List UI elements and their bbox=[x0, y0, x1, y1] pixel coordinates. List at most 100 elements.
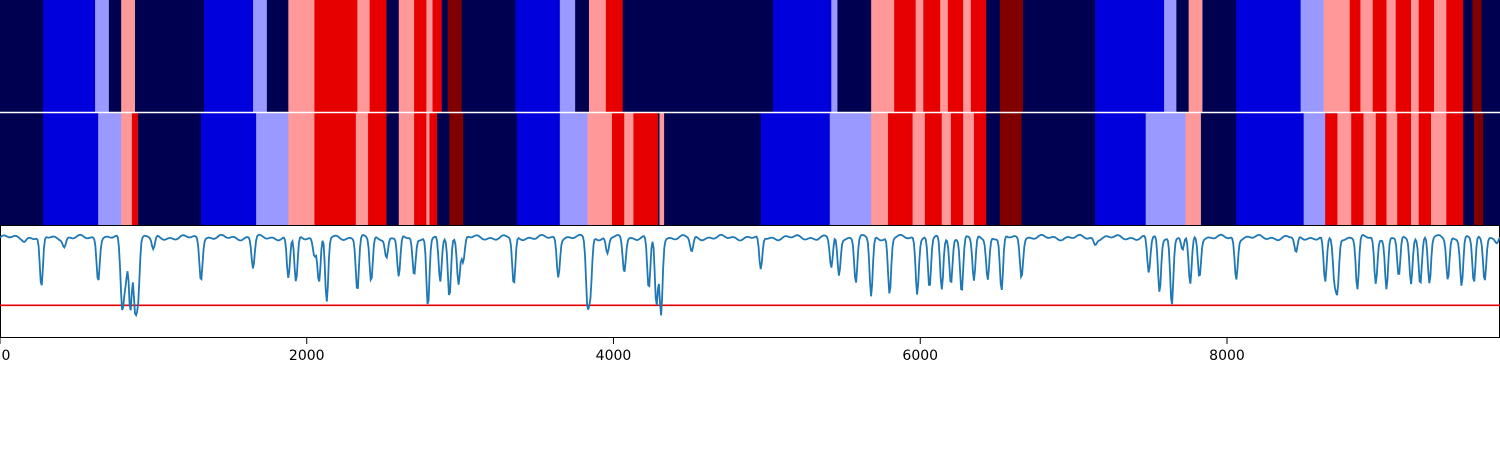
band-top-segment-27 bbox=[773, 0, 832, 112]
band-top-segment-5 bbox=[134, 0, 205, 112]
band-top-segment-43 bbox=[1176, 0, 1190, 112]
band-top-segment-8 bbox=[266, 0, 289, 112]
band-bottom-segment-48 bbox=[1325, 113, 1338, 225]
band-bottom-segment-38 bbox=[973, 113, 987, 225]
band-bottom-segment-24 bbox=[624, 113, 634, 225]
band-bottom-segment-40 bbox=[1000, 113, 1022, 225]
band-bottom-segment-31 bbox=[871, 113, 889, 225]
band-bottom-segment-33 bbox=[912, 113, 926, 225]
band-bottom-segment-35 bbox=[941, 113, 952, 225]
band-top-segment-29 bbox=[837, 0, 872, 112]
band-bottom-segment-46 bbox=[1236, 113, 1305, 225]
band-bottom-segment-58 bbox=[1446, 113, 1464, 225]
band-top-segment-46 bbox=[1236, 0, 1302, 112]
x-tick-label-0: 0 bbox=[2, 348, 11, 364]
band-top-segment-41 bbox=[1095, 0, 1165, 112]
band-bottom-segment-29 bbox=[760, 113, 831, 225]
band-bottom-segment-27 bbox=[659, 113, 665, 225]
band-top-segment-57 bbox=[1446, 0, 1464, 112]
band-top-segment-42 bbox=[1164, 0, 1177, 112]
band-bottom-segment-19 bbox=[463, 113, 518, 225]
band-top-segment-37 bbox=[970, 0, 987, 112]
band-bottom-segment-54 bbox=[1397, 113, 1412, 225]
band-top-segment-58 bbox=[1463, 0, 1473, 112]
band-top-segment-10 bbox=[314, 0, 358, 112]
band-bottom-segment-57 bbox=[1430, 113, 1447, 225]
classification-band-bottom bbox=[0, 113, 1500, 225]
band-bottom-segment-12 bbox=[386, 113, 400, 225]
band-top-segment-30 bbox=[871, 0, 895, 112]
x-tick-label-2: 4000 bbox=[596, 348, 632, 364]
band-top-segment-11 bbox=[357, 0, 371, 112]
x-tick-label-4: 8000 bbox=[1209, 348, 1245, 364]
band-bottom-segment-37 bbox=[963, 113, 975, 225]
band-bottom-segment-53 bbox=[1386, 113, 1398, 225]
band-top-segment-45 bbox=[1202, 0, 1237, 112]
band-bottom-segment-42 bbox=[1095, 113, 1147, 225]
band-bottom-segment-3 bbox=[121, 113, 133, 225]
band-top-segment-9 bbox=[288, 0, 315, 112]
band-bottom-segment-59 bbox=[1463, 113, 1475, 225]
band-top-segment-20 bbox=[461, 0, 516, 112]
band-bottom-segment-55 bbox=[1411, 113, 1420, 225]
band-bottom-segment-30 bbox=[829, 113, 872, 225]
band-top-segment-60 bbox=[1481, 0, 1500, 112]
band-bottom-segment-9 bbox=[314, 113, 357, 225]
band-bottom-segment-10 bbox=[355, 113, 369, 225]
band-top-segment-55 bbox=[1418, 0, 1435, 112]
x-tick-label-3: 6000 bbox=[902, 348, 938, 364]
band-top-segment-12 bbox=[369, 0, 387, 112]
band-top-segment-23 bbox=[575, 0, 590, 112]
band-top-segment-15 bbox=[414, 0, 427, 112]
band-top-segment-13 bbox=[386, 0, 400, 112]
band-top-segment-16 bbox=[426, 0, 433, 112]
band-top-segment-25 bbox=[605, 0, 624, 112]
band-top-segment-6 bbox=[203, 0, 254, 112]
band-bottom-segment-21 bbox=[559, 113, 588, 225]
band-bottom-segment-36 bbox=[950, 113, 964, 225]
band-bottom-segment-2 bbox=[98, 113, 122, 225]
band-bottom-segment-45 bbox=[1200, 113, 1237, 225]
band-bottom-segment-17 bbox=[437, 113, 450, 225]
band-bottom-segment-1 bbox=[42, 113, 99, 225]
band-top-segment-50 bbox=[1360, 0, 1374, 112]
band-top-segment-18 bbox=[441, 0, 449, 112]
band-top-segment-28 bbox=[831, 0, 838, 112]
band-top-segment-33 bbox=[923, 0, 941, 112]
band-bottom-segment-7 bbox=[256, 113, 289, 225]
band-top-segment-17 bbox=[432, 0, 443, 112]
band-top-segment-34 bbox=[940, 0, 949, 112]
band-top-segment-22 bbox=[559, 0, 576, 112]
band-bottom-segment-11 bbox=[368, 113, 387, 225]
band-top-segment-14 bbox=[398, 0, 415, 112]
band-top-segment-7 bbox=[253, 0, 268, 112]
band-bottom-segment-20 bbox=[516, 113, 561, 225]
band-bottom-segment-43 bbox=[1145, 113, 1186, 225]
band-bottom-segment-13 bbox=[398, 113, 415, 225]
band-top-segment-56 bbox=[1434, 0, 1447, 112]
band-bottom-segment-0 bbox=[0, 113, 44, 225]
x-tick-label-1: 2000 bbox=[289, 348, 325, 364]
band-bottom-segment-4 bbox=[131, 113, 139, 225]
line-panel-frame bbox=[0, 225, 1500, 338]
band-top-segment-53 bbox=[1395, 0, 1412, 112]
band-top-segment-49 bbox=[1349, 0, 1361, 112]
band-top-segment-44 bbox=[1188, 0, 1203, 112]
band-bottom-segment-28 bbox=[664, 113, 762, 225]
band-top-segment-1 bbox=[42, 0, 96, 112]
band-top-segment-48 bbox=[1323, 0, 1351, 112]
band-bottom-segment-23 bbox=[611, 113, 625, 225]
band-top-segment-36 bbox=[963, 0, 972, 112]
band-bottom-segment-6 bbox=[200, 113, 257, 225]
band-top-segment-24 bbox=[588, 0, 607, 112]
band-top-segment-38 bbox=[986, 0, 1001, 112]
band-top-segment-21 bbox=[515, 0, 561, 112]
band-top-segment-2 bbox=[95, 0, 110, 112]
band-top-segment-4 bbox=[121, 0, 136, 112]
band-bottom-segment-44 bbox=[1185, 113, 1202, 225]
band-top-segment-31 bbox=[894, 0, 917, 112]
band-bottom-segment-14 bbox=[414, 113, 427, 225]
band-top-segment-3 bbox=[108, 0, 122, 112]
band-bottom-segment-60 bbox=[1473, 113, 1484, 225]
